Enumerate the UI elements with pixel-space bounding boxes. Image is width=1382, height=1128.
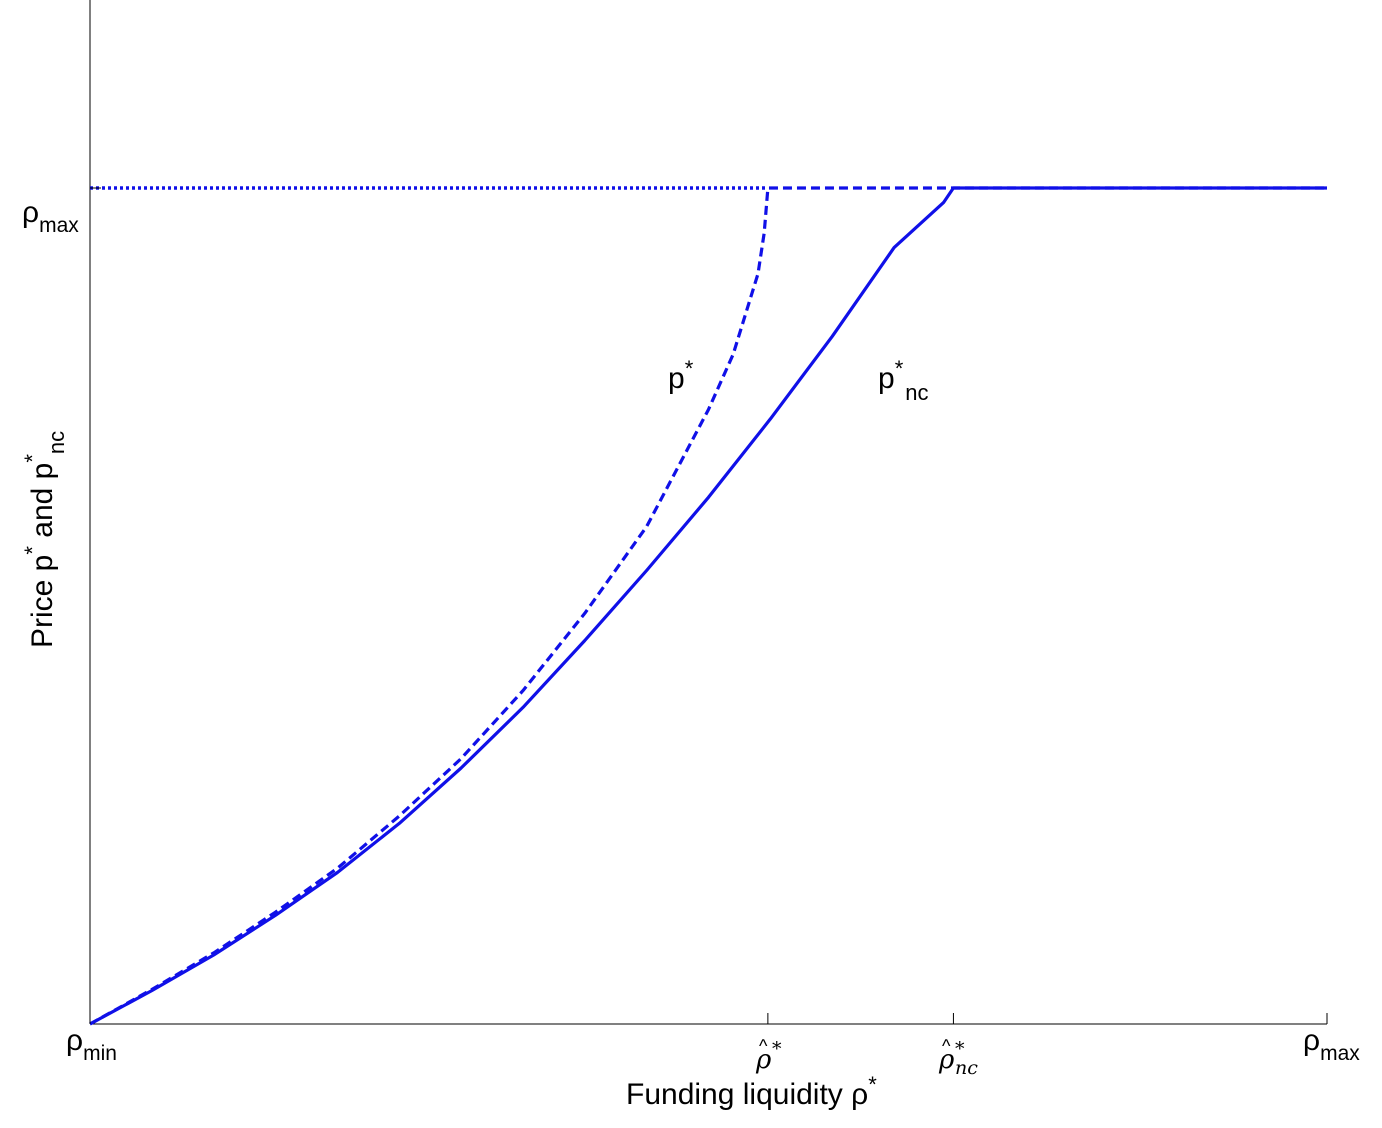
series-label-p-star-sup: *: [685, 356, 694, 381]
series-label-p-star-nc-base: p: [878, 362, 895, 395]
x-tick-label-rho-max-main: ρ: [1303, 1024, 1320, 1057]
x-tick-label-rho-hat-star-nc-sup: *: [955, 1038, 965, 1060]
x-axis-title: Funding liquidity ρ*: [626, 1072, 877, 1111]
y-axis-title-sup2: *: [20, 454, 45, 463]
x-tick-label-rho-hat-star-nc: ^ ρ * nc: [938, 1036, 978, 1079]
y-tick-label-rho-max-main: ρ: [22, 196, 39, 229]
x-tick-label-rho-hat-star-sup: *: [772, 1038, 782, 1060]
x-tick-label-rho-hat-star-hat: ^: [759, 1036, 768, 1056]
x-axis-title-sup: *: [868, 1072, 877, 1097]
series-label-p-star-nc: p*nc: [878, 356, 929, 405]
series-label-p-star-nc-sub: nc: [905, 380, 928, 405]
axes: [89, 0, 1327, 1025]
x-tick-label-rho-min-main: ρ: [66, 1024, 83, 1057]
x-tick-label-rho-hat-star-nc-main: ρ: [938, 1045, 955, 1075]
series-layer: [89, 186, 1327, 1026]
y-tick-label-rho-max: ρmax: [22, 196, 79, 237]
x-tick-label-rho-max: ρmax: [1303, 1024, 1360, 1065]
x-tick-label-rho-max-sub: max: [1320, 1042, 1360, 1065]
y-tick-label-rho-max-sub: max: [39, 214, 79, 237]
x-tick-label-rho-hat-star-main: ρ: [755, 1045, 772, 1075]
y-axis-title-sup1: *: [20, 546, 45, 555]
tick-layer: [89, 187, 1328, 1024]
series-line-p-star-nc: [89, 186, 1327, 1026]
y-axis-title-sub2: nc: [44, 431, 69, 454]
series-line-p-star: [89, 186, 1327, 1026]
series-label-p-star-nc-sup: *: [895, 356, 904, 381]
x-tick-label-rho-min-sub: min: [83, 1042, 117, 1065]
x-tick-label-rho-hat-star: ^ ρ *: [755, 1036, 782, 1075]
x-tick-label-rho-hat-star-nc-sub: nc: [955, 1057, 978, 1079]
series-label-p-star-base: p: [668, 362, 685, 395]
x-tick-label-rho-hat-star-nc-hat: ^: [942, 1036, 951, 1056]
x-axis-title-text: Funding liquidity ρ: [626, 1078, 868, 1111]
y-axis-title-base: Price p: [26, 555, 59, 648]
y-axis-title: Price p* and p*nc: [20, 431, 69, 648]
y-axis-title-mid: and p: [26, 463, 59, 546]
series-label-p-star: p*: [668, 356, 694, 395]
x-tick-label-rho-min: ρmin: [66, 1024, 117, 1065]
